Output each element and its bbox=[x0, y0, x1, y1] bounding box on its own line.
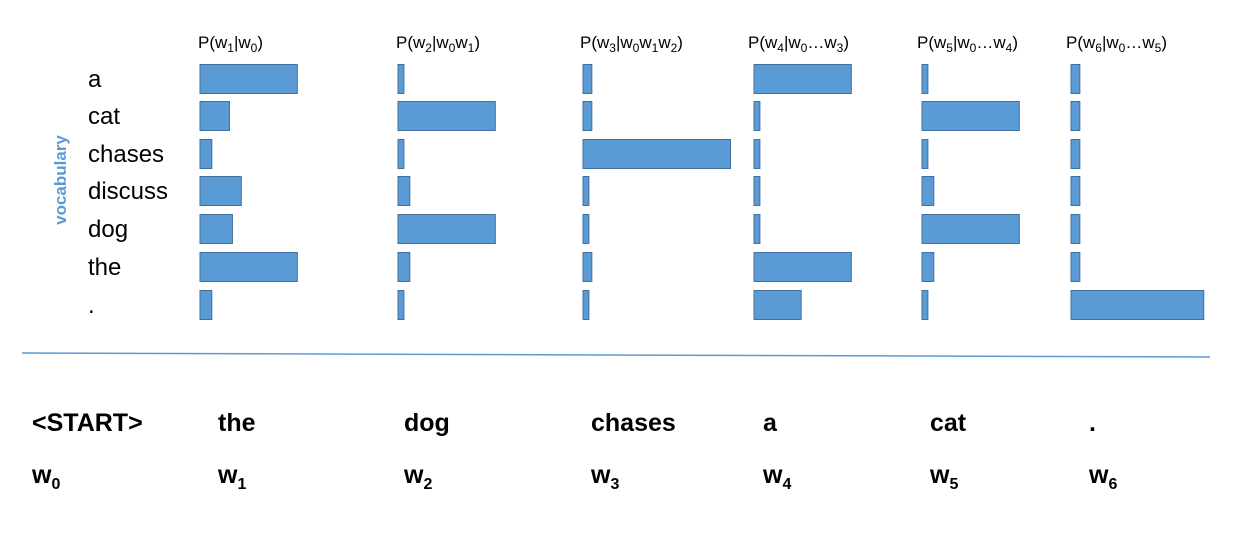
sequence-token: <START> w0 bbox=[31, 409, 143, 493]
panel-5: P(w5|w0…w4) bbox=[917, 33, 1020, 320]
vocab-word: dog bbox=[88, 216, 128, 243]
panel-2: P(w2|w0w1) bbox=[396, 33, 496, 320]
token-variable: w4 bbox=[762, 461, 791, 493]
token-variable: w1 bbox=[217, 461, 246, 493]
prob-bar bbox=[753, 64, 852, 94]
sequence-token: the w1 bbox=[217, 409, 256, 493]
prob-bar bbox=[397, 252, 411, 282]
vocab-word: the bbox=[88, 254, 121, 281]
token-word: dog bbox=[404, 409, 450, 437]
prob-bar bbox=[921, 139, 929, 169]
sequence-token: chases w3 bbox=[590, 409, 676, 493]
prob-bar bbox=[199, 139, 213, 169]
prob-bar bbox=[397, 214, 496, 244]
vocab-word: . bbox=[88, 292, 95, 319]
panel-title: P(w2|w0w1) bbox=[396, 33, 480, 55]
prob-bar bbox=[582, 214, 590, 244]
token-word: cat bbox=[930, 409, 967, 437]
token-word: a bbox=[763, 409, 778, 437]
panel-1: P(w1|w0) bbox=[198, 33, 298, 320]
prob-bar bbox=[921, 214, 1020, 244]
panel-title: P(w5|w0…w4) bbox=[917, 33, 1018, 55]
prob-bar bbox=[1070, 290, 1205, 320]
panel-title: P(w4|w0…w3) bbox=[748, 33, 849, 55]
vocab-word: cat bbox=[88, 103, 120, 130]
prob-bar bbox=[397, 176, 411, 206]
prob-bar bbox=[397, 139, 405, 169]
prob-bar bbox=[582, 64, 593, 94]
prob-bar bbox=[397, 101, 496, 131]
panel-3: P(w3|w0w1w2) bbox=[580, 33, 731, 320]
probability-panels: P(w1|w0) P(w2|w0w1) P(w3|w0w1w2) P(w4|w0…w3… bbox=[198, 33, 1205, 320]
sequence-token: a w4 bbox=[762, 409, 791, 493]
prob-bar bbox=[1070, 176, 1081, 206]
prob-bar bbox=[921, 290, 929, 320]
prob-bar bbox=[921, 64, 929, 94]
token-word: . bbox=[1089, 409, 1096, 437]
prob-bar bbox=[1070, 252, 1081, 282]
vocab-word: a bbox=[88, 66, 102, 93]
panel-title: P(w3|w0w1w2) bbox=[580, 33, 683, 55]
prob-bar bbox=[582, 139, 731, 169]
token-variable: w6 bbox=[1088, 461, 1117, 493]
token-word: <START> bbox=[32, 409, 143, 437]
prob-bar bbox=[921, 101, 1020, 131]
vocabulary-axis-label: vocabulary bbox=[51, 135, 70, 225]
prob-bar bbox=[1070, 64, 1081, 94]
divider-line bbox=[21, 352, 1211, 358]
vocab-word: discuss bbox=[88, 178, 168, 205]
prob-bar bbox=[582, 101, 593, 131]
prob-bar bbox=[921, 176, 935, 206]
prob-bar bbox=[397, 290, 405, 320]
prob-bar bbox=[582, 290, 590, 320]
prob-bar bbox=[199, 101, 230, 131]
token-sequence: <START> w0 the w1 dog w2 chases w3 a w4 cat w5. w6 bbox=[31, 409, 1117, 493]
panel-title: P(w1|w0) bbox=[198, 33, 263, 55]
prob-bar bbox=[199, 64, 298, 94]
prob-bar bbox=[753, 252, 852, 282]
vocabulary-list: a cat chases discuss dog the. bbox=[88, 66, 168, 319]
panel-title: P(w6|w0…w5) bbox=[1066, 33, 1167, 55]
prob-bar bbox=[753, 139, 761, 169]
sequence-token: dog w2 bbox=[403, 409, 450, 493]
panel-4: P(w4|w0…w3) bbox=[748, 33, 852, 320]
token-variable: w3 bbox=[590, 461, 619, 493]
prob-bar bbox=[753, 101, 761, 131]
prob-bar bbox=[582, 176, 590, 206]
prob-bar bbox=[753, 176, 761, 206]
prob-bar bbox=[199, 290, 213, 320]
token-word: chases bbox=[591, 409, 676, 437]
prob-bar bbox=[1070, 139, 1081, 169]
prob-bar bbox=[921, 252, 935, 282]
token-variable: w5 bbox=[929, 461, 958, 493]
prob-bar bbox=[199, 176, 242, 206]
vocab-word: chases bbox=[88, 141, 164, 168]
sequence-token: . w6 bbox=[1088, 409, 1117, 493]
prob-bar bbox=[1070, 101, 1081, 131]
token-variable: w2 bbox=[403, 461, 432, 493]
token-word: the bbox=[218, 409, 256, 437]
panel-6: P(w6|w0…w5) bbox=[1066, 33, 1205, 320]
prob-bar bbox=[582, 252, 593, 282]
prob-bar bbox=[1070, 214, 1081, 244]
prob-bar bbox=[753, 290, 802, 320]
token-variable: w0 bbox=[31, 461, 60, 493]
prob-bar bbox=[199, 214, 233, 244]
sequence-token: cat w5 bbox=[929, 409, 967, 493]
prob-bar bbox=[199, 252, 298, 282]
prob-bar bbox=[397, 64, 405, 94]
prob-bar bbox=[753, 214, 761, 244]
